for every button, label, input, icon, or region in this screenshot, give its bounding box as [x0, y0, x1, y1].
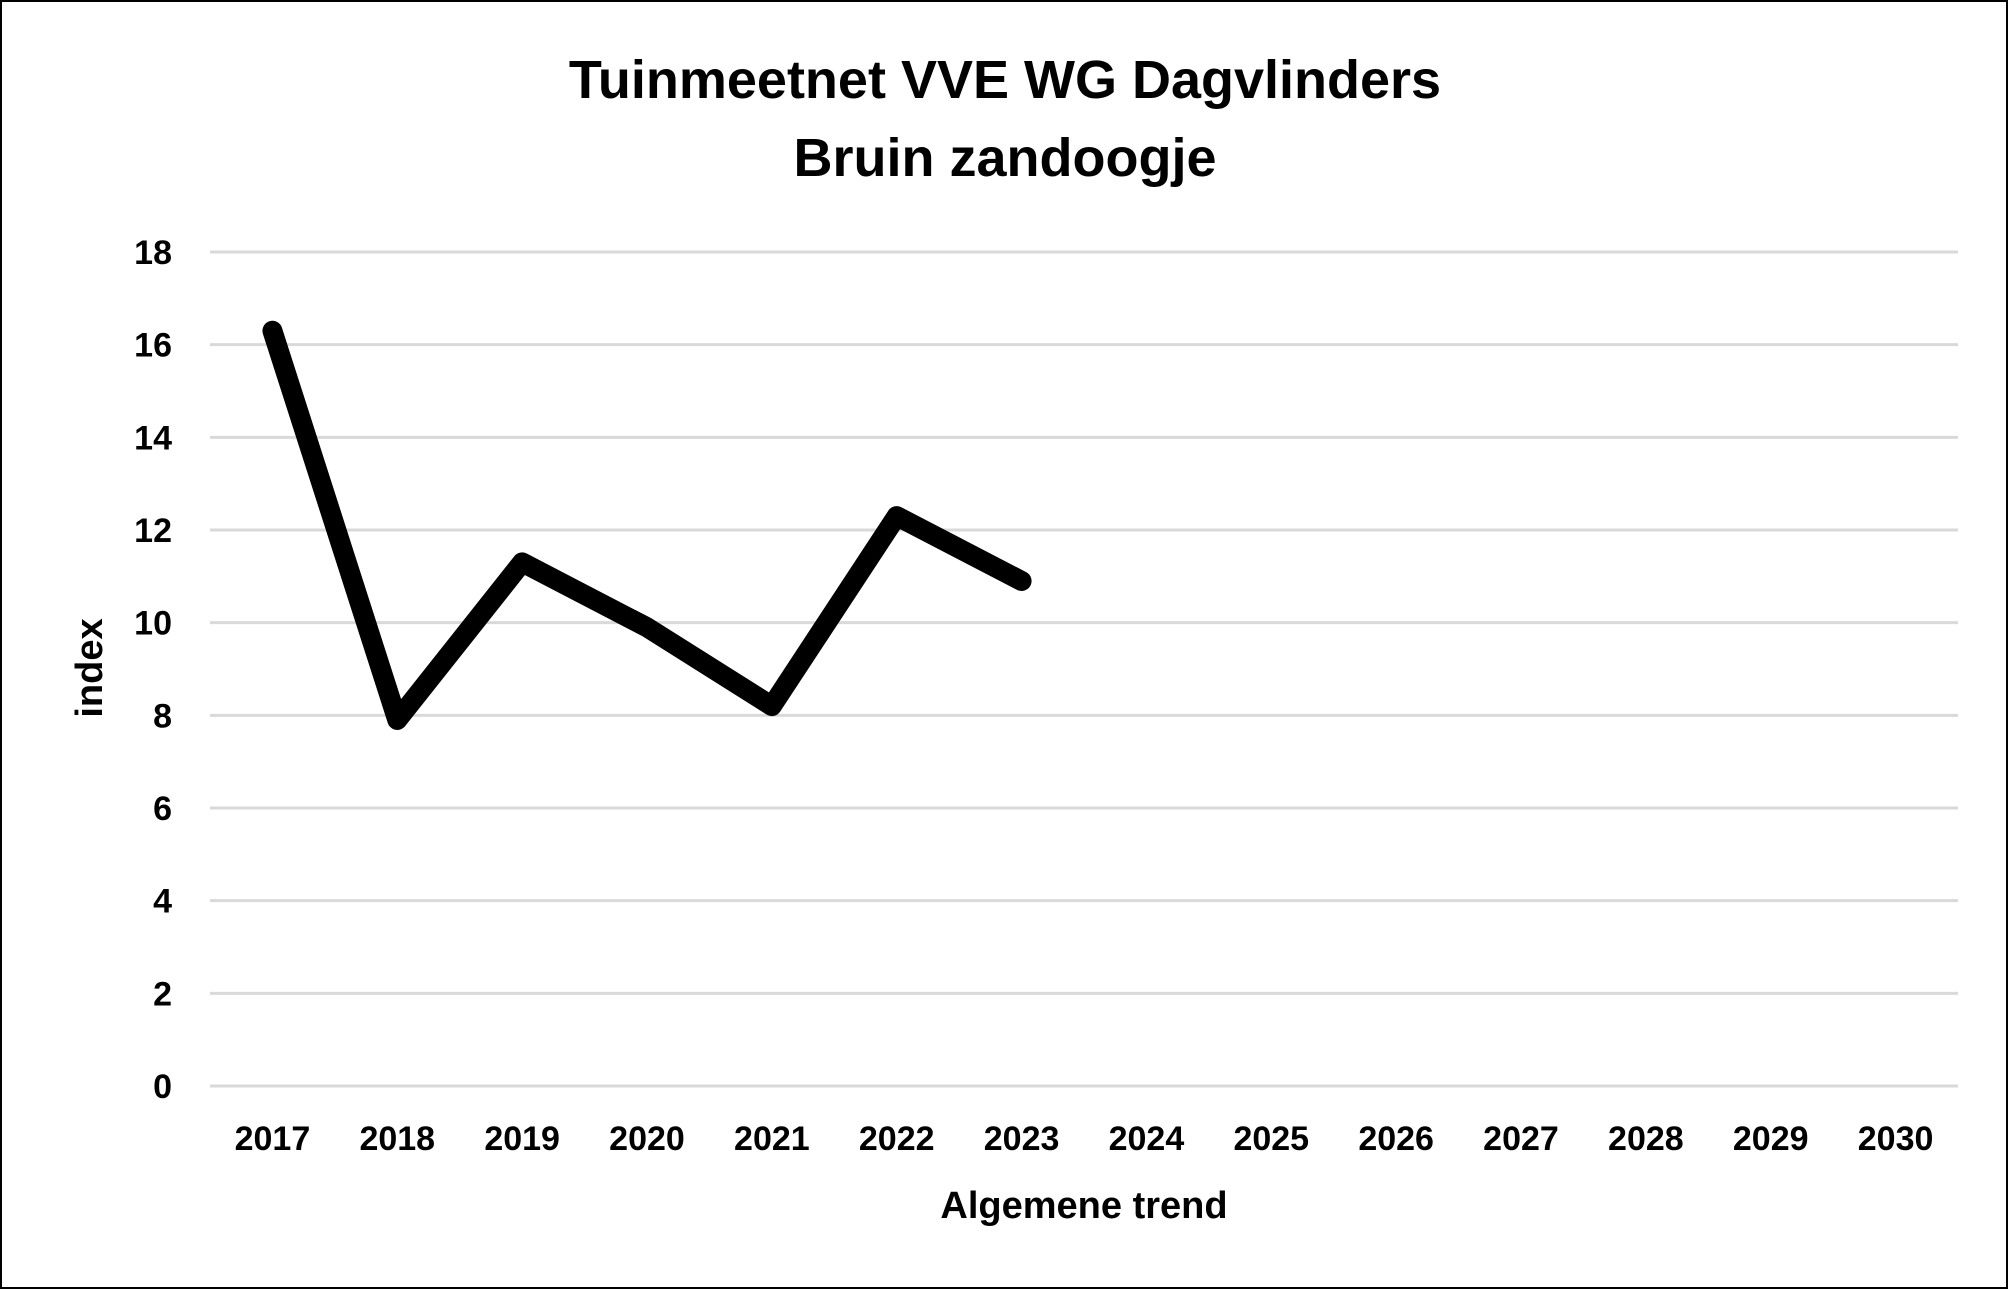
- x-tick-label: 2023: [984, 1120, 1060, 1158]
- data-point-2019: [521, 561, 524, 564]
- x-tick-label: 2028: [1608, 1120, 1684, 1158]
- y-tick-label: 6: [153, 790, 172, 828]
- x-tick-label: 2027: [1483, 1120, 1559, 1158]
- x-tick-label: 2030: [1858, 1120, 1934, 1158]
- data-point-2020: [646, 626, 648, 629]
- data-point-2023: [1020, 579, 1023, 582]
- x-tick-label: 2021: [734, 1120, 810, 1158]
- data-point-2017: [271, 329, 274, 332]
- chart-title: Tuinmeetnet VVE WG Dagvlinders: [569, 50, 1441, 110]
- y-tick-label: 8: [153, 697, 172, 735]
- series-line: [262, 320, 1032, 730]
- x-axis-ticks: 2017 2018 2019 2020 2021 2022 2023 2024 2025 2026…: [235, 1120, 1934, 1158]
- y-tick-label: 16: [134, 327, 172, 365]
- x-tick-label: 2022: [859, 1120, 935, 1158]
- x-tick-label: 2020: [609, 1120, 685, 1158]
- y-tick-label: 0: [153, 1068, 172, 1106]
- x-tick-label: 2029: [1733, 1120, 1809, 1158]
- x-tick-label: 2026: [1358, 1120, 1434, 1158]
- x-tick-label: 2017: [235, 1120, 311, 1158]
- y-tick-label: 4: [153, 883, 172, 921]
- x-tick-label: 2025: [1233, 1120, 1309, 1158]
- y-tick-label: 10: [134, 605, 172, 643]
- gridlines: [210, 250, 1958, 1088]
- x-tick-label: 2018: [359, 1120, 435, 1158]
- chart-subtitle: Bruin zandoogje: [794, 128, 1217, 188]
- series-layer: [262, 320, 1032, 730]
- x-tick-label: 2024: [1109, 1120, 1185, 1158]
- data-point-2021: [770, 705, 773, 708]
- y-tick-label: 2: [153, 975, 172, 1013]
- data-point-2018: [396, 718, 399, 721]
- x-axis-title: Algemene trend: [940, 1185, 1227, 1227]
- y-tick-label: 18: [134, 234, 172, 272]
- y-tick-label: 14: [134, 419, 172, 457]
- y-axis-ticks: 0 2 4 6 8 10 12 14 16 18: [134, 234, 172, 1106]
- y-tick-label: 12: [134, 512, 172, 550]
- data-point-2022: [895, 515, 898, 518]
- x-tick-label: 2019: [484, 1120, 560, 1158]
- y-axis-title: index: [69, 618, 111, 717]
